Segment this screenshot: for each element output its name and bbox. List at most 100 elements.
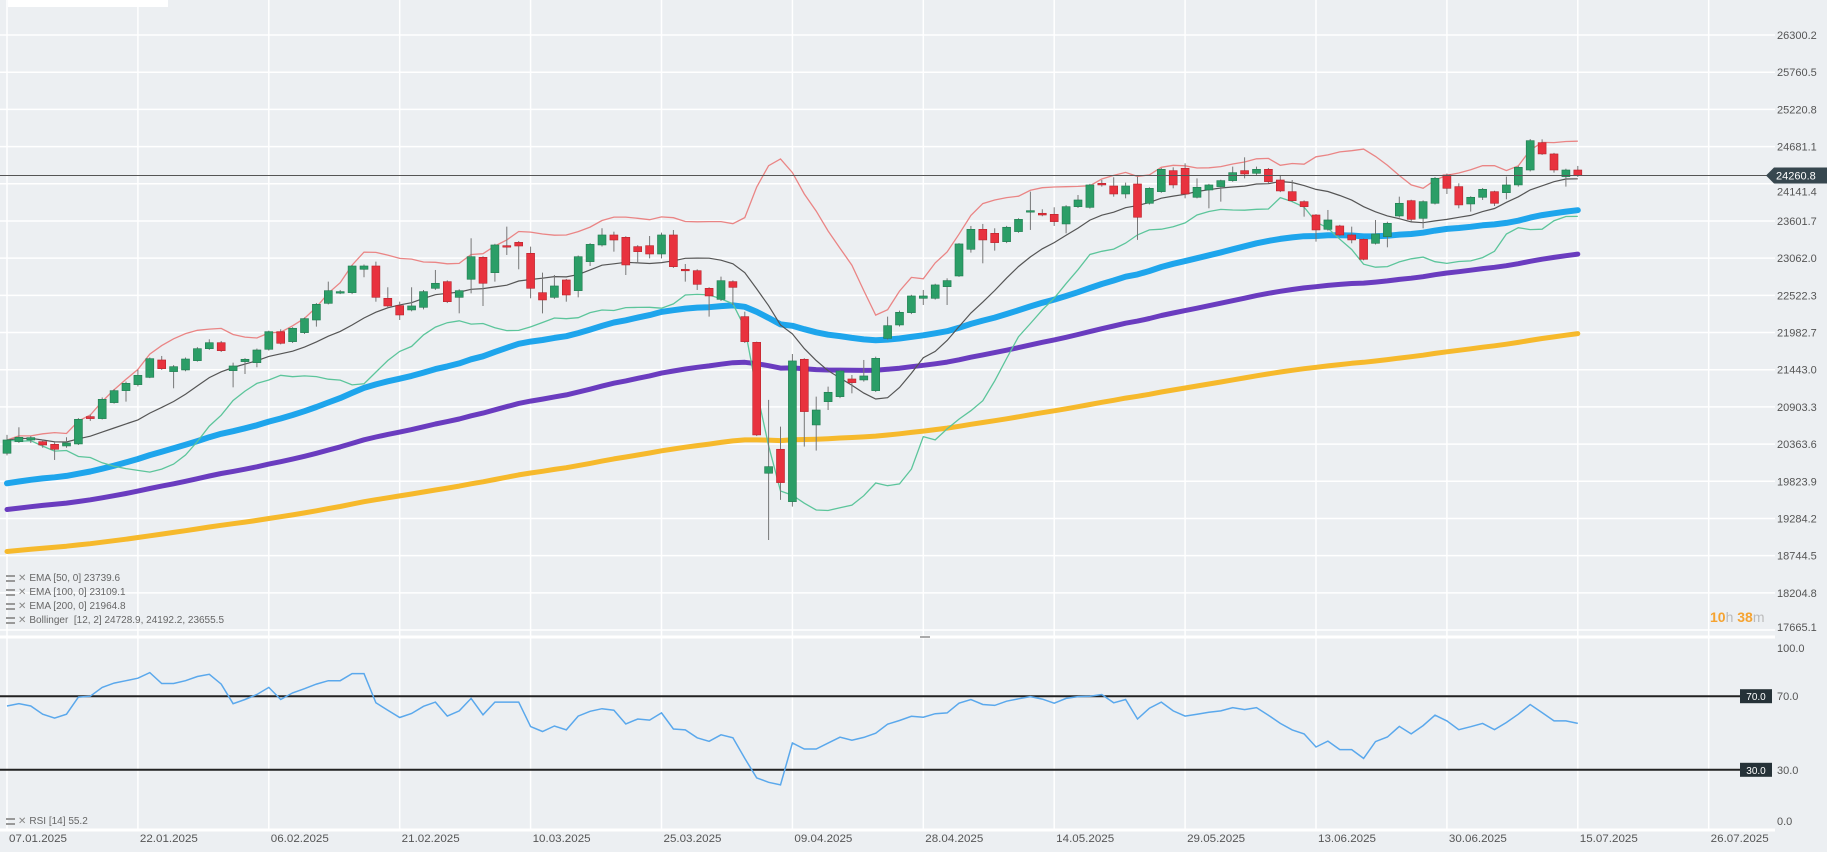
candle [1002, 225, 1011, 244]
price-axis-label: 19823.9 [1777, 476, 1817, 488]
rsi-level-badge [1740, 762, 1772, 777]
candle-body-up [1430, 177, 1440, 204]
bollinger-middle-line [6, 178, 1578, 443]
candle [359, 264, 369, 278]
candle-body-down [990, 233, 1000, 243]
candle-body-up [240, 358, 250, 362]
legend-ema200[interactable]: ✕ EMA [200, 0] 21964.8 [6, 601, 126, 612]
legend-bollinger[interactable]: ✕ Bollinger [12, 2] 24728.9, 24192.2, 236… [6, 615, 224, 626]
legend-rsi[interactable]: ✕ RSI [14] 55.2 [6, 816, 88, 827]
candle [823, 386, 833, 410]
legend-label: EMA [29, 587, 51, 598]
candle-body-down [1299, 201, 1309, 207]
legend-value: 23109.1 [89, 587, 126, 598]
candle-body-up [871, 358, 881, 391]
candle [1133, 176, 1142, 240]
tooltip-remnant [8, 0, 168, 7]
candle [323, 281, 333, 305]
candle [669, 230, 678, 268]
candle-body-up [490, 244, 500, 273]
candle [1549, 152, 1559, 173]
close-icon[interactable]: ✕ [18, 587, 27, 598]
legend-value: 24728.9, 24192.2, 23655.5 [104, 615, 225, 626]
candle-body-down [1168, 170, 1178, 186]
candle [38, 439, 48, 448]
timer-hours: 10 [1710, 609, 1726, 625]
candle [2, 434, 12, 456]
candle [50, 442, 59, 460]
candle-body-up [907, 295, 916, 313]
close-icon[interactable]: ✕ [18, 573, 27, 584]
candle [657, 232, 666, 259]
price-axis-label: 20903.3 [1777, 402, 1817, 414]
candle [109, 389, 119, 404]
candle [942, 278, 952, 305]
settings-icon[interactable] [6, 616, 15, 624]
candle-body-down [1287, 191, 1297, 201]
candle-body-up [264, 331, 274, 350]
candle [550, 275, 559, 299]
candle [811, 396, 821, 451]
settings-icon[interactable] [6, 817, 15, 825]
rsi-axis-label: 0.0 [1777, 816, 1792, 828]
candle-body-down [395, 305, 405, 316]
candle-body-up [835, 370, 845, 397]
candle [728, 280, 738, 305]
candle-body-up [407, 305, 416, 311]
panel-resize-handle[interactable] [920, 636, 930, 638]
close-icon[interactable]: ✕ [18, 816, 27, 827]
legend-params: [12, 2] [73, 615, 102, 626]
candle [419, 289, 428, 310]
rsi-axis-label: 30.0 [1777, 765, 1798, 777]
legend-ema50[interactable]: ✕ EMA [50, 0] 23739.6 [6, 573, 120, 584]
settings-icon[interactable] [6, 574, 15, 582]
candle-body-down [478, 257, 488, 284]
candle-body-up [764, 466, 773, 474]
candle-body-down [526, 253, 535, 289]
date-axis-label: 29.05.2025 [1187, 833, 1245, 845]
candle-body-up [323, 290, 333, 304]
legend-label: RSI [29, 816, 47, 827]
candle [609, 231, 619, 252]
candle [1323, 209, 1333, 231]
price-axis-label: 18744.5 [1777, 551, 1817, 563]
candle [1490, 190, 1499, 206]
candle-body-up [312, 303, 321, 321]
candle [62, 437, 71, 448]
candle-body-up [97, 399, 107, 419]
candle [585, 243, 595, 266]
candle-body-up [966, 229, 976, 250]
candle [1395, 196, 1404, 218]
candle-body-up [288, 327, 297, 342]
candle [895, 310, 904, 327]
rsi-panel: 70.0 30.0 [0, 671, 1772, 786]
legend-ema100[interactable]: ✕ EMA [100, 0] 23109.1 [6, 587, 126, 598]
candle-body-down [216, 342, 226, 351]
candle-body-up [121, 383, 131, 391]
candle-body-up [359, 265, 369, 270]
candle [502, 226, 512, 255]
candle [788, 353, 797, 507]
settings-icon[interactable] [6, 588, 15, 596]
candle-body-up [597, 234, 607, 246]
settings-icon[interactable] [6, 602, 15, 610]
candle [621, 236, 631, 276]
candle [752, 341, 762, 437]
candle [704, 287, 714, 317]
close-icon[interactable]: ✕ [18, 601, 27, 612]
candle-body-up [823, 391, 833, 402]
candle-body-down [776, 448, 785, 483]
candle-body-up [74, 418, 83, 445]
candle [1168, 167, 1178, 189]
candle [1109, 177, 1118, 197]
candle-body-down [371, 265, 381, 298]
candle [1180, 163, 1190, 199]
close-icon[interactable]: ✕ [18, 615, 27, 626]
candle-body-down [1454, 186, 1464, 206]
candle [276, 329, 286, 345]
candle [181, 357, 190, 372]
candle [930, 283, 940, 300]
legend-params: [14] [48, 816, 66, 827]
candle-body-down [1347, 234, 1356, 241]
